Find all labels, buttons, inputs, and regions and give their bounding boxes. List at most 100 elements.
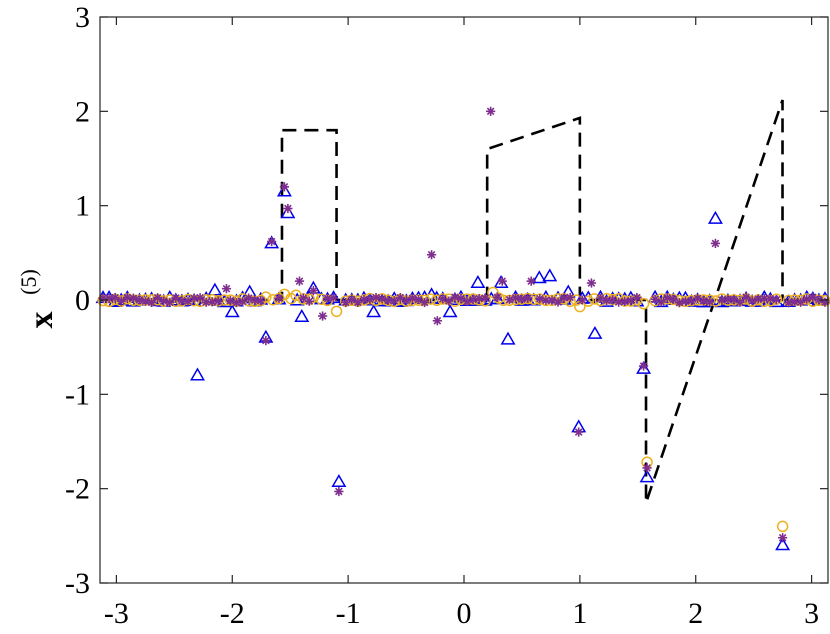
triangle-marker [190,367,205,381]
star-marker [231,298,242,308]
star-marker [642,463,652,473]
star-marker [565,292,575,303]
triangle-marker [531,270,547,284]
star-marker [213,296,223,306]
x-tick-label: 3 [804,597,819,630]
star-marker [486,106,496,116]
star-marker [705,297,715,307]
star-marker [480,293,490,303]
star-marker [283,203,293,214]
markers-layer [95,106,830,551]
x-tick-label: 2 [688,597,703,630]
triangle-marker [224,304,240,318]
star-marker [128,293,138,303]
y-axis-label: x [23,312,60,329]
x-tick-label: 0 [457,597,472,630]
reference-line-layer [100,99,828,504]
circle-marker [424,293,437,305]
star-marker [574,427,584,437]
star-marker [432,316,442,326]
y-tick-label: 2 [75,95,90,128]
x-tick-label: -1 [336,597,361,630]
star-marker [632,292,642,303]
star-marker [735,297,745,307]
star-marker [318,311,328,321]
triangle-marker [280,205,296,219]
star-marker [140,296,151,306]
triangle-marker [276,183,292,197]
star-marker [444,296,454,306]
star-marker [765,294,775,304]
star-marker [656,297,666,307]
star-marker [586,278,597,288]
star-marker [110,292,120,303]
star-marker [334,486,344,497]
y-tick-label: -3 [65,567,90,600]
star-marker [620,296,630,307]
y-axis-label-superscript: (5) [16,269,41,295]
star-marker [553,297,563,307]
star-marker [710,238,721,248]
star-marker [783,298,794,308]
triangle-marker [500,331,516,345]
star-marker [195,293,205,303]
x-tick-label: -3 [104,597,129,630]
x-tick-label: 1 [572,597,587,630]
star-marker [298,293,308,303]
circle-marker [637,298,650,310]
star-marker [279,182,290,192]
triangle-marker [331,474,347,488]
star-marker [796,297,806,307]
star-marker [183,296,193,306]
star-marker [541,295,551,306]
star-marker [492,292,502,302]
star-marker [662,293,672,303]
star-marker [116,296,126,306]
triangle-marker [470,275,486,288]
star-marker [308,285,318,296]
circle-marker [776,520,789,533]
ticks-layer: -3 -2 -1 0 1 2 3 -3 -2 -1 0 1 2 3 [65,1,828,630]
star-marker [741,292,751,302]
triangle-marker [707,210,723,224]
star-marker [328,293,339,303]
triangle-marker [714,294,730,308]
star-marker [377,294,387,304]
circle-marker [115,295,127,307]
star-marker [371,292,381,303]
triangle-marker [636,360,652,374]
y-tick-label: 0 [75,284,90,317]
star-marker [517,294,527,304]
star-marker [638,361,649,371]
star-marker [256,296,266,306]
triangle-marker [587,325,603,339]
y-tick-label: -2 [65,473,90,506]
circle-marker [330,305,343,318]
star-marker [778,533,788,543]
star-marker [304,296,314,306]
star-marker [153,293,163,303]
star-marker [261,335,271,346]
star-marker [274,293,284,303]
x-tick-label: -2 [220,597,245,630]
star-marker [426,250,437,260]
star-marker [523,293,533,303]
star-marker [159,296,169,306]
star-marker [497,276,507,286]
star-marker [134,295,145,305]
star-marker [699,296,709,306]
triangle-marker [366,304,382,318]
y-tick-label: 3 [75,1,90,34]
ylabel-group: x (5) [16,269,60,328]
triangle-marker [294,308,310,322]
star-marker [419,297,430,308]
star-marker [165,297,175,307]
star-marker [547,295,557,305]
star-marker [771,295,782,305]
star-marker [413,294,424,305]
star-marker [221,284,232,294]
star-marker [267,236,277,247]
star-marker [450,292,460,302]
star-marker [146,297,157,308]
